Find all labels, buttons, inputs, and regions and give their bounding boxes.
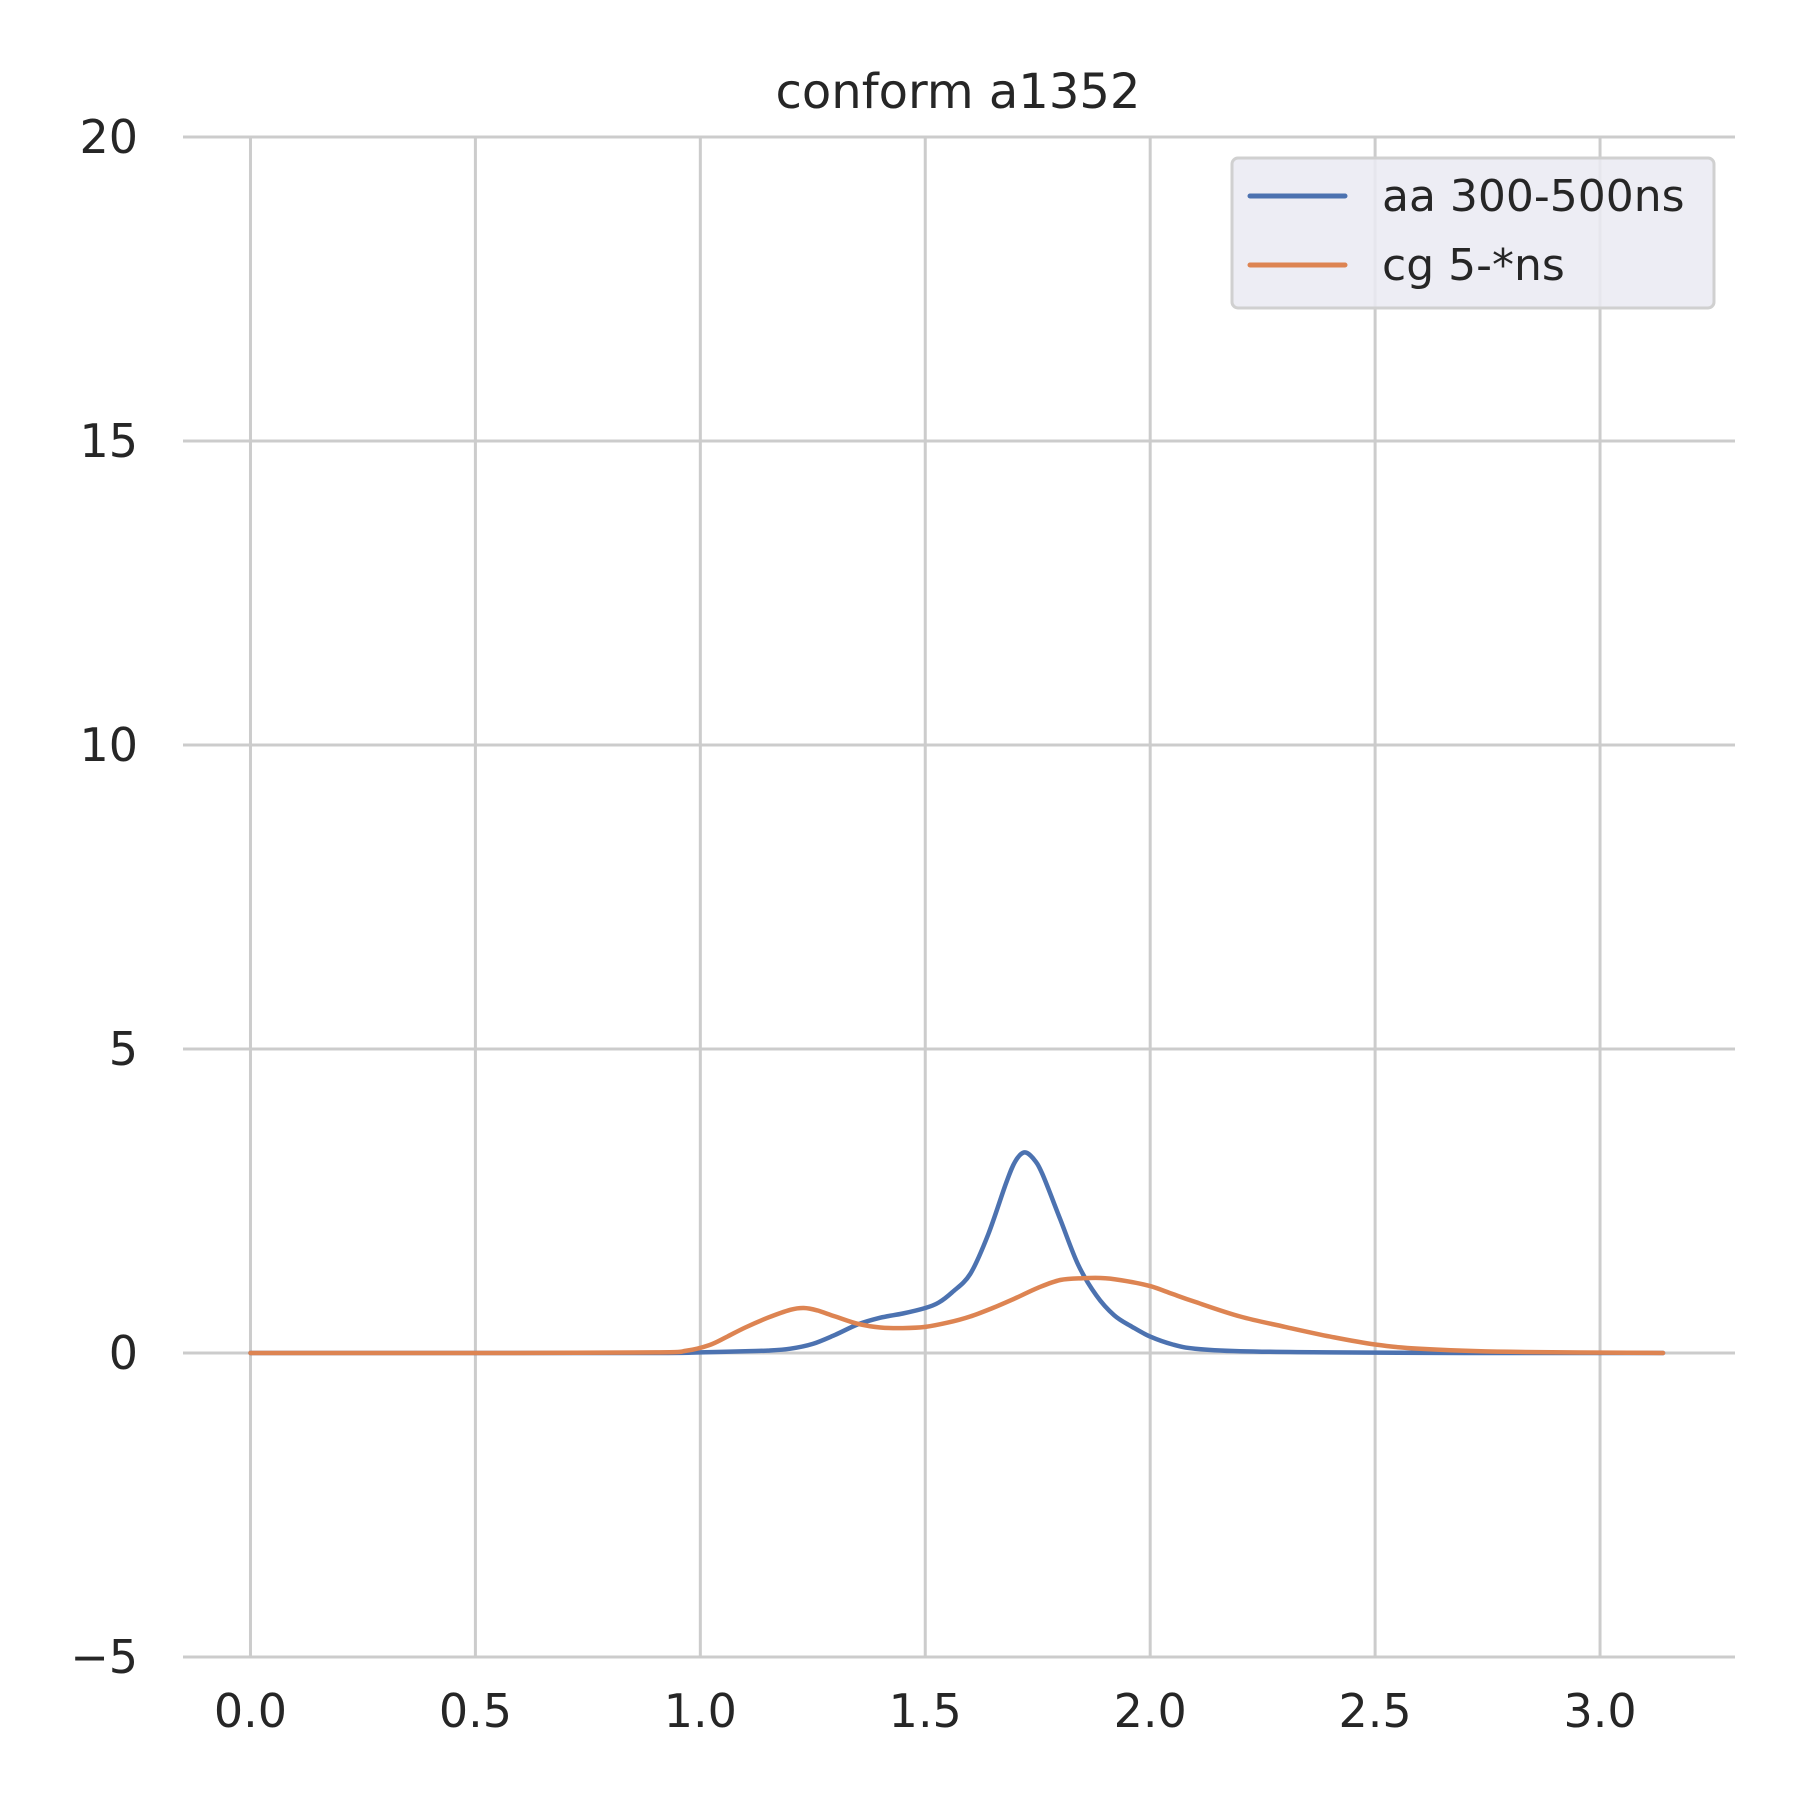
series-line-aa [248, 1150, 1666, 1356]
y-tick-label: 5 [109, 1022, 138, 1076]
x-tick-label: 3.0 [1563, 1684, 1636, 1738]
x-tick-label: 0.5 [439, 1684, 512, 1738]
y-tick-label: 0 [109, 1326, 138, 1380]
y-tick-label: 20 [79, 110, 138, 164]
legend-label: aa 300-500ns [1382, 171, 1685, 222]
x-tick-label: 2.5 [1339, 1684, 1412, 1738]
x-tick-label: 1.0 [664, 1684, 737, 1738]
grid [183, 135, 1735, 1659]
legend-box [1230, 156, 1716, 310]
legend-label: cg 5-*ns [1382, 240, 1565, 291]
x-axis: 0.0 0.5 1.0 1.5 2.0 2.5 3.0 [214, 1684, 1637, 1738]
y-axis: −5 0 5 10 15 20 [70, 110, 138, 1684]
legend: aa 300-500ns cg 5-*ns [1230, 156, 1716, 310]
y-tick-label: 15 [79, 414, 138, 468]
plot-lines [248, 1150, 1666, 1356]
series-line-cg [248, 1275, 1666, 1356]
y-tick-label: 10 [79, 718, 138, 772]
x-tick-label: 2.0 [1114, 1684, 1187, 1738]
x-tick-label: 0.0 [214, 1684, 287, 1738]
chart-title: conform a1352 [776, 64, 1141, 120]
x-tick-label: 1.5 [889, 1684, 962, 1738]
y-tick-label: −5 [70, 1630, 138, 1684]
